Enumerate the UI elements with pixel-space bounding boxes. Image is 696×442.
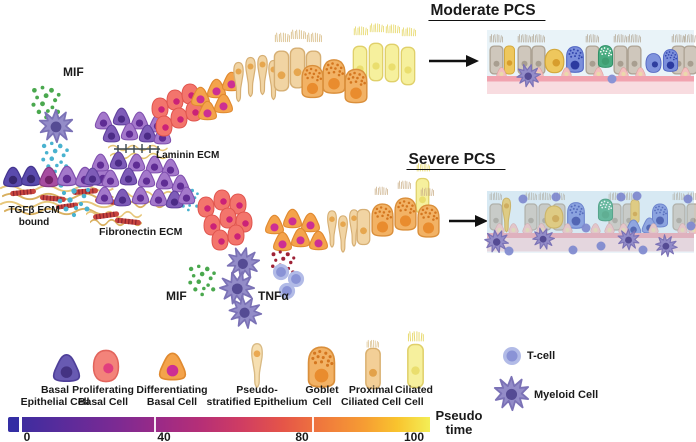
- pseudotime-axis-label: Pseudo time: [436, 409, 483, 437]
- legend-label-line: Epithelial Cell: [20, 395, 90, 408]
- legend-ciliated-cell: Ciliated Cell: [395, 384, 433, 408]
- legend-label-line: Cell: [404, 395, 424, 408]
- legend-label-line: Pseudo-: [236, 384, 278, 396]
- pseudotime-tick-0: 0: [23, 430, 31, 442]
- ciliated-cilia-icon: [407, 331, 424, 342]
- colorbar-divider-80: [312, 417, 314, 432]
- legend-myeloid-cell-label: Myeloid Cell: [534, 389, 599, 401]
- t-cell-icon: [607, 74, 617, 84]
- basement-membrane: [487, 76, 694, 82]
- legend-proliferating-basal-cell: Proliferating Basal Cell: [72, 384, 134, 408]
- pseudotime-tick-80: 80: [295, 430, 309, 442]
- legend-goblet-cell: Goblet Cell: [305, 384, 339, 408]
- legend-label-line: Ciliated Cell: [340, 395, 402, 408]
- pseudostratified-cells-upper: [233, 55, 279, 102]
- legend-label-line: Proliferating: [72, 384, 134, 396]
- severe-epithelium-panel: [483, 191, 696, 260]
- tgfb-ecm-line2: bound: [18, 216, 50, 228]
- legend-proximal-ciliated-cell: Proximal Ciliated Cell: [340, 384, 402, 408]
- colorbar-divider-40: [154, 417, 156, 432]
- legend-label-line: Goblet: [305, 384, 339, 396]
- legend-label-line: Basal Cell: [146, 395, 198, 408]
- pseudotime-tick-100: 100: [403, 430, 425, 442]
- proliferating-red-cluster-upper: [152, 84, 202, 136]
- pseudotime-label-line1: Pseudo: [435, 408, 483, 423]
- proximal-ciliated-cilia-icon: [366, 339, 379, 348]
- pseudotime-label-line2: time: [445, 422, 473, 437]
- immune-cell-blue: [645, 53, 662, 73]
- tgfb-ecm-line1: TGFβ ECM: [8, 205, 60, 216]
- fibronectin-ecm-fibers: [86, 210, 143, 227]
- pseudotime-colorbar: [22, 417, 430, 432]
- t-cell-legend-icon: [503, 347, 521, 365]
- legend-pseudostratified-epithelium: Pseudo- stratified Epithelium: [206, 384, 308, 408]
- differentiating-cluster-upper: [191, 72, 241, 120]
- differentiating-cluster-lower: [265, 209, 328, 251]
- proliferating-basal-cell-icon: [93, 350, 119, 382]
- arrow-to-severe-icon: [449, 215, 488, 227]
- moderate-epithelium-panel: [487, 30, 696, 94]
- legend-label-line: Basal: [40, 384, 70, 396]
- arrow-to-moderate-icon: [429, 55, 479, 67]
- legend-label-line: Basal Cell: [77, 395, 129, 408]
- submucosa-band: [487, 81, 694, 94]
- fibronectin-ecm-label: Fibronectin ECM: [99, 226, 183, 238]
- severe-pcs-title: Severe PCS: [406, 151, 506, 171]
- goblet-cell-blue: [566, 46, 584, 73]
- differentiating-basal-cell-icon: [159, 353, 186, 380]
- laminin-ecm-fibers: [108, 144, 169, 160]
- tgfb-ecm-label: TGFβ ECM bound: [4, 205, 64, 228]
- proliferating-red-cluster-lower: [198, 190, 252, 250]
- goblet-cell-yellow: [545, 49, 564, 73]
- legend-label-line: Ciliated: [395, 384, 433, 396]
- basal-epithelial-cell-icon: [53, 354, 80, 382]
- pseudostratified-epithelium-icon: [251, 343, 263, 388]
- t-cells: [504, 191, 696, 256]
- legend-basal-epithelial-cell: Basal Epithelial Cell: [20, 384, 90, 408]
- mif-dots-bottom: [188, 264, 216, 297]
- laminin-ecm-label: Laminin ECM: [156, 150, 220, 161]
- moderate-pcs-title: Moderate PCS: [428, 2, 546, 22]
- legend-label-line: Proximal: [348, 384, 394, 396]
- proximal-ciliated-cell-icon: [365, 348, 381, 389]
- goblet-cell-icon: [308, 347, 335, 387]
- pseudotime-colorbar-start-segment: [8, 417, 19, 432]
- goblet-cell-blue-2: [663, 49, 678, 72]
- legend-t-cell-label: T-cell: [527, 350, 556, 362]
- goblet-cell-green: [598, 45, 613, 68]
- pseudostratified-cells-lower: [327, 209, 370, 253]
- mif-label-top: MIF: [63, 65, 84, 79]
- tnfa-label: TNFα: [258, 289, 289, 303]
- club-cell: [504, 46, 515, 74]
- legend-label-line: Differentiating: [136, 384, 208, 396]
- ciliated-cell-icon: [407, 344, 424, 388]
- pseudotime-tick-40: 40: [157, 430, 171, 442]
- basement-membrane: [487, 233, 694, 238]
- myeloid-cell-legend-icon: [494, 376, 529, 411]
- legend-differentiating-basal-cell: Differentiating Basal Cell: [136, 384, 208, 408]
- myeloid-cell-top-icon: [39, 109, 73, 143]
- legend-label-line: Cell: [312, 395, 332, 408]
- mif-label-bottom: MIF: [166, 289, 187, 303]
- legend-label-line: stratified Epithelium: [206, 395, 308, 408]
